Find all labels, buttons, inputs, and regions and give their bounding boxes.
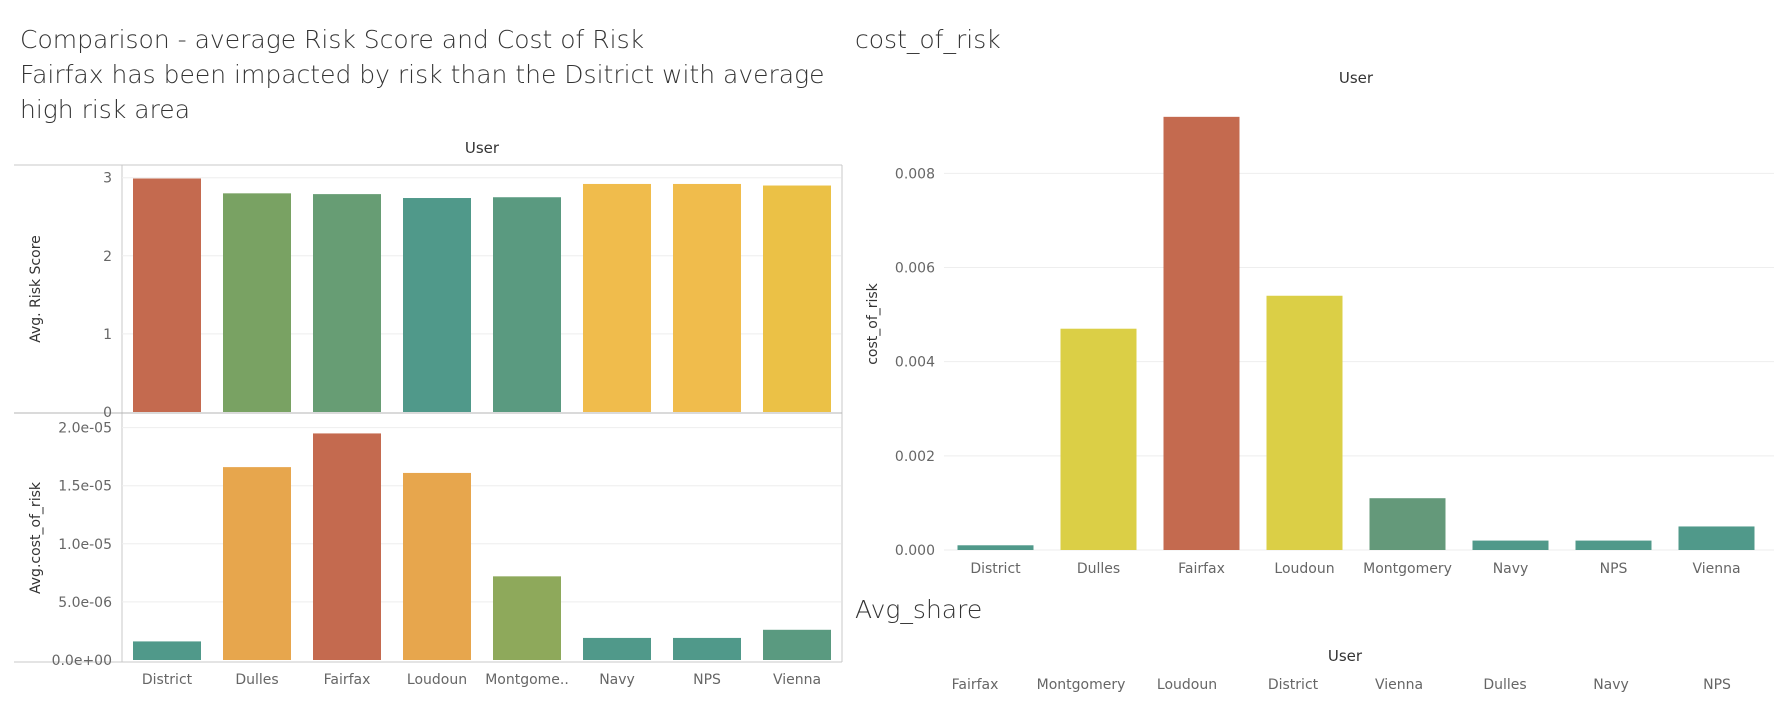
- bar-fairfax: [313, 433, 381, 660]
- y-tick-label: 0.008: [895, 166, 935, 182]
- x-tick-label: Vienna: [1692, 561, 1740, 577]
- y-tick-label: 0.000: [895, 543, 935, 559]
- bar-district: [957, 545, 1034, 550]
- bar-dulles: [223, 467, 291, 660]
- y-tick-label: 5.0e-06: [58, 595, 112, 611]
- y-tick-label: 0.0e+00: [52, 653, 112, 669]
- dashboard-title: Comparison - average Risk Score and Cost…: [20, 22, 840, 127]
- bar-loudoun: [403, 472, 471, 660]
- x-tick-label: District: [142, 672, 193, 688]
- x-tick-label: NPS: [1600, 561, 1628, 577]
- bar-navy: [1472, 540, 1549, 550]
- x-tick-label: District: [970, 561, 1021, 577]
- cost-of-risk-title: cost_of_risk: [855, 25, 1001, 54]
- bar-navy: [583, 637, 651, 660]
- y-tick-label: 3: [103, 171, 112, 187]
- column-header: User: [1339, 69, 1374, 87]
- bar-dulles: [223, 193, 291, 412]
- bar-montgomery: [493, 197, 561, 412]
- column-header: User: [1328, 647, 1363, 665]
- x-tick-label: NPS: [1703, 677, 1731, 693]
- title-line-2: Fairfax has been impacted by risk than t…: [20, 60, 825, 124]
- x-tick-label: Navy: [599, 672, 635, 688]
- bar-loudoun: [403, 198, 471, 412]
- x-tick-label: Dulles: [1077, 561, 1120, 577]
- bar-nps: [1575, 540, 1652, 550]
- x-tick-label: Vienna: [1375, 677, 1423, 693]
- y-tick-label: 0: [103, 405, 112, 421]
- x-tick-label: Montgomery: [1037, 677, 1126, 693]
- y-axis-label: Avg. Risk Score: [28, 235, 44, 343]
- x-tick-label: Montgomery: [1363, 561, 1452, 577]
- x-tick-label: Dulles: [235, 672, 278, 688]
- x-tick-label: Fairfax: [952, 677, 999, 693]
- x-tick-label: Loudoun: [1274, 561, 1334, 577]
- x-tick-label: Fairfax: [324, 672, 371, 688]
- x-tick-label: NPS: [693, 672, 721, 688]
- y-tick-label: 0.006: [895, 261, 935, 277]
- bar-navy: [583, 183, 651, 412]
- y-tick-label: 0.002: [895, 449, 935, 465]
- bar-montgomery: [1369, 498, 1446, 550]
- bar-fairfax: [313, 194, 381, 412]
- bar-montgome: [493, 576, 561, 660]
- x-tick-label: District: [1268, 677, 1319, 693]
- x-tick-label: Loudoun: [407, 672, 467, 688]
- y-tick-label: 1.5e-05: [58, 479, 112, 495]
- avg-share-title: Avg_share: [855, 595, 983, 624]
- x-tick-label: Vienna: [773, 672, 821, 688]
- y-tick-label: 1.0e-05: [58, 537, 112, 553]
- bar-vienna: [763, 629, 831, 660]
- bar-nps: [673, 183, 741, 412]
- bar-fairfax: [1163, 116, 1240, 550]
- x-tick-label: Montgome..: [485, 672, 569, 688]
- y-tick-label: 1: [103, 327, 112, 343]
- bar-district: [133, 641, 201, 660]
- bar-vienna: [1678, 526, 1755, 550]
- y-tick-label: 0.004: [895, 355, 935, 371]
- x-tick-label: Navy: [1493, 561, 1529, 577]
- x-tick-label: Fairfax: [1178, 561, 1225, 577]
- bar-district: [133, 178, 201, 412]
- y-axis-label: cost_of_risk: [865, 282, 881, 364]
- x-tick-label: Dulles: [1483, 677, 1526, 693]
- y-tick-label: 2.0e-05: [58, 421, 112, 437]
- column-header: User: [465, 139, 500, 157]
- x-tick-label: Loudoun: [1157, 677, 1217, 693]
- bar-dulles: [1060, 328, 1137, 550]
- x-tick-label: Navy: [1593, 677, 1629, 693]
- bar-loudoun: [1266, 295, 1343, 550]
- bar-nps: [673, 637, 741, 660]
- y-axis-label: Avg.cost_of_risk: [28, 481, 44, 594]
- bar-vienna: [763, 185, 831, 412]
- y-tick-label: 2: [103, 249, 112, 265]
- title-line-1: Comparison - average Risk Score and Cost…: [20, 25, 645, 54]
